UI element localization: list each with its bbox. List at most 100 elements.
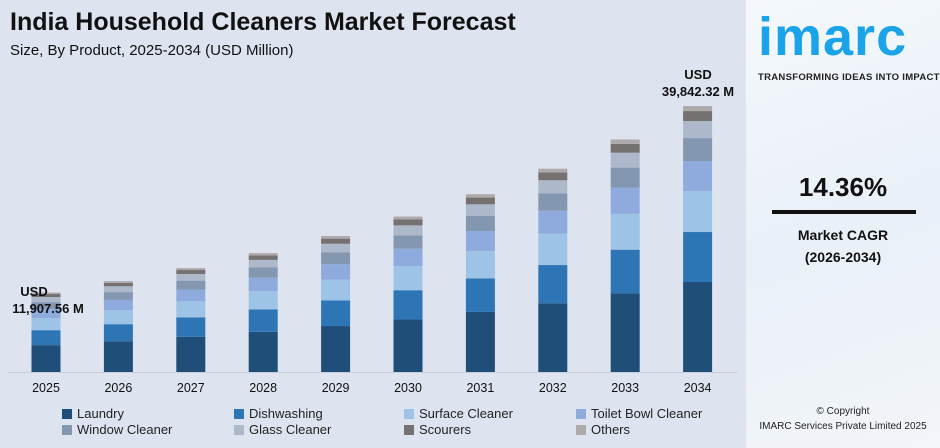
bar-segment-2027-toilet-bowl-cleaner — [176, 289, 206, 302]
legend-swatch — [576, 424, 586, 435]
cagr-value: 14.36% — [798, 172, 888, 202]
imarc-logo: imarc — [758, 7, 908, 67]
copyright: © Copyright IMARC Services Private Limit… — [746, 404, 940, 434]
copyright-line1: © Copyright — [816, 406, 870, 417]
bar-segment-2028-surface-cleaner — [248, 291, 278, 310]
bar-segment-2032-window-cleaner — [538, 193, 568, 211]
legend-item: Glass Cleaner — [234, 422, 331, 437]
bar-segment-2026-window-cleaner — [103, 292, 133, 300]
x-tick-label: 2030 — [394, 381, 422, 395]
bar-segment-2030-window-cleaner — [393, 235, 423, 249]
legend-label: Dishwashing — [249, 406, 323, 421]
cagr-label: Market CAGR (2026-2034) — [746, 224, 940, 268]
stacked-bar-chart: 2025 2026 2027 2028 2029 2030 2031 2032 2033 2034… — [8, 67, 738, 395]
bar-segment-2031-toilet-bowl-cleaner — [465, 230, 495, 252]
cagr-label-text: Market CAGR — [797, 227, 889, 243]
bar-segment-2034-glass-cleaner — [683, 121, 713, 139]
bar-segment-2031-scourers — [465, 197, 495, 205]
chart-title: India Household Cleaners Market Forecast — [10, 8, 516, 36]
bar-segment-2029-scourers — [321, 238, 351, 244]
bar-segment-2028-toilet-bowl-cleaner — [248, 277, 278, 292]
bar-segment-2029-dishwashing — [321, 300, 351, 327]
bar-segment-2029-toilet-bowl-cleaner — [321, 264, 351, 280]
divider — [772, 210, 916, 214]
bar-segment-2028-laundry — [248, 331, 278, 372]
bar-segment-2026-others — [103, 281, 133, 283]
bar-segment-2029-window-cleaner — [321, 252, 351, 265]
bar-segment-2034-others — [683, 106, 713, 112]
legend-label: Window Cleaner — [77, 422, 173, 437]
bar-segment-2028-dishwashing — [248, 309, 278, 332]
side-panel: imarc TRANSFORMING IDEAS INTO IMPACT 14.… — [746, 0, 940, 448]
x-tick-label: 2034 — [684, 381, 712, 395]
bar-segment-2029-glass-cleaner — [321, 243, 351, 253]
bar-segment-2032-surface-cleaner — [538, 233, 568, 266]
legend-item: Laundry — [62, 406, 124, 421]
bar-segment-2032-toilet-bowl-cleaner — [538, 210, 568, 234]
bar-segment-2033-surface-cleaner — [610, 213, 640, 250]
bar-segment-2033-scourers — [610, 143, 640, 153]
bar-segment-2031-laundry — [465, 311, 495, 372]
bar-segment-2033-others — [610, 139, 640, 144]
legend-label: Surface Cleaner — [419, 406, 513, 421]
bar-segment-2033-toilet-bowl-cleaner — [610, 187, 640, 214]
bar-segment-2028-others — [248, 253, 278, 256]
x-tick-label: 2027 — [177, 381, 205, 395]
legend-item: Scourers — [404, 422, 471, 437]
bar-segment-2027-others — [176, 268, 206, 271]
bar-segment-2025-scourers — [31, 294, 61, 298]
bar-segment-2028-window-cleaner — [248, 267, 278, 278]
legend-swatch — [62, 408, 72, 419]
bar-segment-2031-window-cleaner — [465, 215, 495, 231]
copyright-line2: IMARC Services Private Limited 2025 — [759, 421, 927, 432]
x-tick-label: 2025 — [32, 381, 60, 395]
bar-segment-2032-laundry — [538, 303, 568, 372]
annotation-first-value: 11,907.56 M — [12, 301, 84, 316]
legend-label: Toilet Bowl Cleaner — [591, 406, 703, 421]
annotation-last-value: 39,842.32 M — [662, 84, 734, 99]
bar-segment-2032-glass-cleaner — [538, 180, 568, 194]
legend-swatch — [234, 424, 244, 435]
legend-label: Scourers — [419, 422, 472, 437]
bar-segment-2032-dishwashing — [538, 265, 568, 304]
legend-item: Toilet Bowl Cleaner — [576, 406, 702, 421]
bar-segment-2031-glass-cleaner — [465, 204, 495, 216]
bar-segment-2034-toilet-bowl-cleaner — [683, 161, 713, 192]
bar-segment-2029-others — [321, 236, 351, 239]
chart-subtitle: Size, By Product, 2025-2034 (USD Million… — [10, 42, 294, 59]
bar-segment-2033-window-cleaner — [610, 167, 640, 188]
legend-swatch — [404, 424, 414, 435]
bar-segment-2032-scourers — [538, 172, 568, 181]
bar-segment-2034-dishwashing — [683, 232, 713, 283]
legend-swatch — [404, 408, 414, 419]
bar-segment-2027-laundry — [176, 336, 206, 372]
legend-swatch — [234, 408, 244, 419]
bar-segment-2029-surface-cleaner — [321, 279, 351, 301]
bar-segment-2034-laundry — [683, 282, 713, 372]
bar-segment-2026-scourers — [103, 282, 133, 287]
bar-segment-2029-laundry — [321, 326, 351, 372]
x-tick-label: 2029 — [322, 381, 350, 395]
bar-segment-2033-laundry — [610, 293, 640, 372]
bar-segment-2026-laundry — [103, 341, 133, 372]
cagr-period: (2026-2034) — [804, 249, 882, 265]
bar-segment-2026-toilet-bowl-cleaner — [103, 299, 133, 311]
bar-segment-2034-window-cleaner — [683, 138, 713, 162]
bar-segment-2034-surface-cleaner — [683, 191, 713, 233]
legend-label: Laundry — [77, 406, 124, 421]
legend-item: Surface Cleaner — [404, 406, 513, 421]
bar-segment-2026-glass-cleaner — [103, 286, 133, 293]
bar-segment-2034-scourers — [683, 111, 713, 122]
bar-segment-2033-glass-cleaner — [610, 152, 640, 168]
legend-item: Others — [576, 422, 630, 437]
bar-segment-2030-toilet-bowl-cleaner — [393, 248, 423, 267]
bar-segment-2026-dishwashing — [103, 324, 133, 342]
legend-label: Glass Cleaner — [249, 422, 332, 437]
bar-segment-2025-others — [31, 292, 61, 295]
bar-segment-2025-glass-cleaner — [31, 297, 61, 303]
bar-segment-2025-toilet-bowl-cleaner — [31, 308, 61, 318]
bar-segment-2033-dishwashing — [610, 249, 640, 294]
bar-segment-2025-laundry — [31, 345, 61, 372]
annotation-last-usd: USD — [684, 67, 711, 82]
